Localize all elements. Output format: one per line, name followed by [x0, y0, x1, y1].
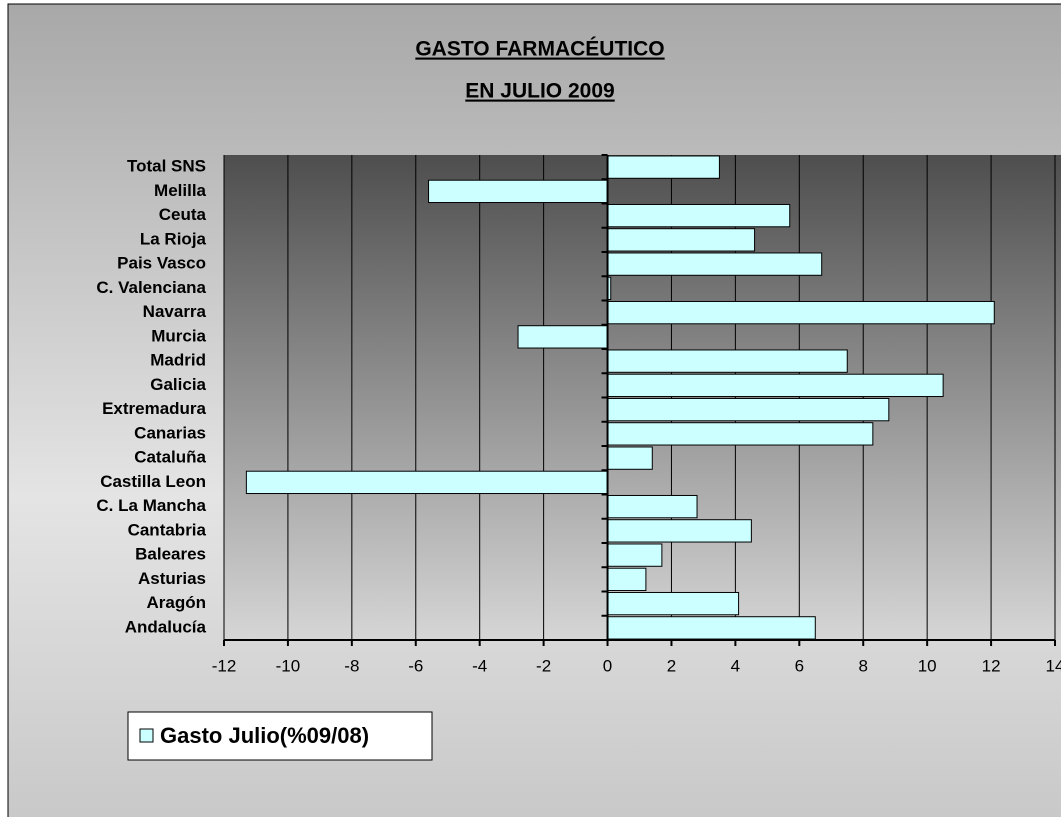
y-tick-label: Cantabria [128, 520, 207, 539]
x-tick-label: 12 [982, 656, 1001, 675]
x-tick-label: -8 [344, 656, 359, 675]
bar [517, 325, 609, 349]
bar [607, 300, 995, 325]
bar [607, 228, 756, 252]
bar [607, 397, 890, 422]
bar [607, 543, 663, 567]
chart-title: GASTO FARMACÉUTICO [415, 38, 664, 61]
x-tick-label: 0 [603, 656, 612, 675]
bar [607, 422, 874, 446]
y-tick-label: C. Valenciana [96, 278, 206, 297]
bar [607, 349, 848, 373]
x-tick-label: -2 [536, 656, 551, 675]
bar [607, 155, 720, 179]
plot-area [224, 155, 1061, 640]
legend-swatch [139, 728, 154, 743]
y-tick-label: Canarias [134, 423, 206, 442]
x-tick-label: -4 [472, 656, 487, 675]
bar [607, 373, 944, 398]
bar [607, 519, 752, 543]
x-tick-label: -12 [212, 656, 237, 675]
y-tick-label: Baleares [135, 545, 206, 564]
bar [607, 616, 816, 640]
bar [607, 203, 791, 228]
x-tick-label: 8 [858, 656, 867, 675]
x-tick-label: 10 [918, 656, 937, 675]
y-tick-label: Asturias [138, 569, 206, 588]
x-tick-label: 2 [667, 656, 676, 675]
y-tick-label: Pais Vasco [117, 254, 206, 273]
y-tick-label: Total SNS [127, 157, 206, 176]
bar [607, 567, 647, 592]
bar [607, 252, 823, 276]
chart-title: EN JULIO 2009 [465, 80, 614, 103]
x-tick-label: -10 [276, 656, 301, 675]
x-tick-label: 4 [731, 656, 740, 675]
bar [428, 179, 609, 204]
y-tick-label: Castilla Leon [100, 472, 206, 491]
bar [245, 470, 609, 495]
legend [127, 711, 433, 761]
bar [607, 446, 653, 470]
legend-label: Gasto Julio(%09/08) [160, 723, 369, 748]
y-tick-label: Melilla [154, 181, 207, 200]
y-tick-label: Andalucía [125, 617, 207, 636]
x-tick-label: 14 [1046, 656, 1061, 675]
y-tick-label: Ceuta [159, 205, 207, 224]
y-tick-label: Cataluña [134, 448, 206, 467]
y-tick-label: Murcia [151, 326, 206, 345]
y-tick-label: Galicia [150, 375, 206, 394]
y-tick-label: Madrid [150, 351, 206, 370]
bar [607, 494, 698, 519]
bar [607, 591, 740, 616]
y-tick-label: Aragón [147, 593, 207, 612]
y-tick-label: C. La Mancha [96, 496, 206, 515]
y-tick-label: Extremadura [102, 399, 206, 418]
y-tick-label: Navarra [143, 302, 207, 321]
x-tick-label: 6 [795, 656, 804, 675]
x-tick-label: -6 [408, 656, 423, 675]
y-tick-label: La Rioja [140, 229, 207, 248]
